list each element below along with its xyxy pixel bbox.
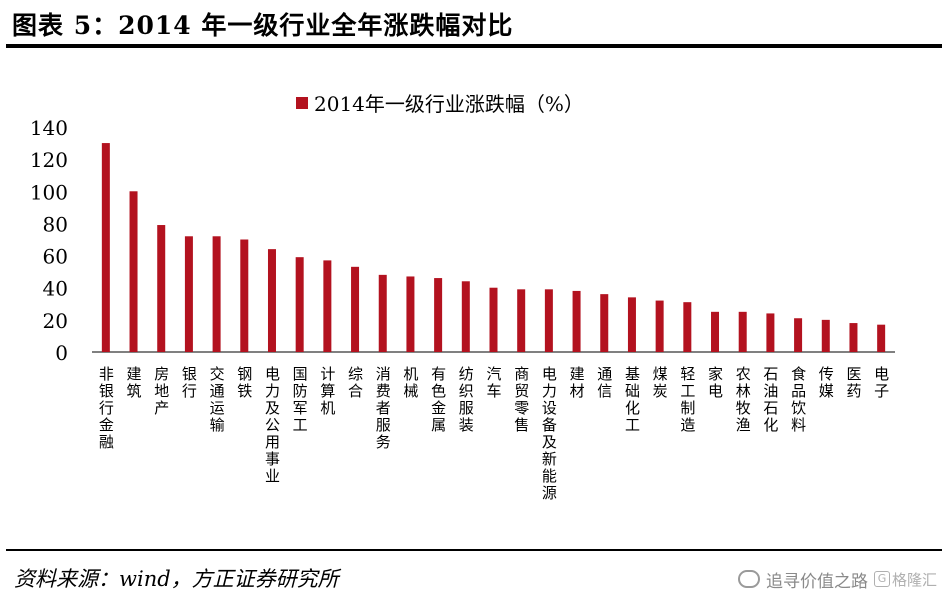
brand-name: 格隆汇 bbox=[892, 570, 938, 589]
y-tick-label: 20 bbox=[43, 309, 68, 333]
x-tick-label: 综合 bbox=[346, 366, 364, 400]
bottom-divider bbox=[6, 549, 942, 551]
bar bbox=[267, 249, 276, 352]
x-tick-label: 基础化工 bbox=[623, 366, 641, 434]
bar bbox=[655, 300, 664, 352]
y-tick-label: 100 bbox=[30, 180, 68, 204]
x-tick-label: 国防军工 bbox=[291, 366, 309, 434]
bar bbox=[323, 260, 332, 352]
bar bbox=[683, 302, 692, 352]
x-tick-label: 房地产 bbox=[152, 366, 170, 417]
watermark: 追寻价值之路 G 格隆汇 bbox=[738, 566, 937, 592]
x-tick-label: 建材 bbox=[568, 366, 586, 400]
wechat-icon bbox=[738, 570, 760, 588]
x-tick-label: 银行 bbox=[180, 366, 198, 400]
x-tick-label: 钢铁 bbox=[235, 366, 253, 400]
bar bbox=[212, 236, 221, 352]
x-tick-label: 纺织服装 bbox=[457, 366, 475, 434]
x-tick-label: 建筑 bbox=[125, 366, 143, 400]
bar bbox=[738, 311, 747, 352]
bar bbox=[461, 281, 470, 352]
bar bbox=[434, 278, 443, 352]
y-tick-label: 120 bbox=[30, 148, 68, 172]
x-tick-label: 汽车 bbox=[485, 366, 503, 400]
legend-swatch bbox=[296, 96, 308, 109]
bar bbox=[489, 287, 498, 352]
x-tick-label: 家电 bbox=[706, 366, 724, 400]
y-tick-label: 40 bbox=[43, 277, 68, 301]
bar bbox=[877, 324, 886, 352]
y-tick-label: 0 bbox=[55, 341, 68, 365]
bar-chart: 0 20 40 60 80 100 120 140 非银行金融 建筑 房地产 银行 交通运输 钢铁 电力及公… bbox=[30, 116, 895, 502]
y-tick-label: 140 bbox=[30, 116, 68, 140]
x-tick-label: 有色金属 bbox=[429, 366, 447, 434]
bar bbox=[794, 318, 803, 352]
x-tick-label: 轻工制造 bbox=[678, 366, 696, 434]
bar bbox=[544, 289, 553, 352]
bar bbox=[766, 313, 775, 352]
chart-legend: 2014年一级行业涨跌幅（%） bbox=[296, 88, 584, 117]
x-tick-label: 电力及公用事业 bbox=[263, 366, 281, 485]
figure-title: 图表 5：2014 年一级行业全年涨跌幅对比 bbox=[12, 11, 514, 40]
bar bbox=[711, 311, 720, 352]
bar bbox=[129, 191, 138, 352]
x-tick-label: 电子 bbox=[872, 366, 890, 400]
y-tick-label: 60 bbox=[43, 245, 68, 269]
bar bbox=[572, 290, 581, 352]
bar bbox=[517, 289, 526, 352]
bar bbox=[157, 225, 166, 352]
brand-g-icon: G bbox=[874, 571, 890, 587]
x-tick-label: 食品饮料 bbox=[789, 366, 807, 434]
source-note: 资料来源：wind，方正证券研究所 bbox=[14, 567, 339, 591]
bar bbox=[378, 274, 387, 352]
bar bbox=[600, 294, 609, 352]
bar bbox=[184, 236, 193, 352]
top-divider bbox=[6, 44, 942, 48]
bar bbox=[240, 239, 249, 352]
bar bbox=[406, 276, 415, 352]
x-tick-label: 电力设备及新能源 bbox=[540, 366, 558, 502]
legend-label: 2014年一级行业涨跌幅（%） bbox=[314, 92, 584, 116]
x-tick-label: 农林牧渔 bbox=[734, 366, 752, 434]
x-tick-label: 通信 bbox=[595, 366, 613, 400]
x-tick-label: 机械 bbox=[401, 366, 419, 400]
x-tick-label: 商贸零售 bbox=[512, 366, 530, 434]
x-tick-label: 消费者服务 bbox=[374, 366, 392, 451]
x-tick-label: 传媒 bbox=[817, 366, 835, 400]
bar bbox=[821, 319, 830, 352]
x-tick-label: 非银行金融 bbox=[97, 366, 115, 451]
x-tick-label: 石油石化 bbox=[761, 366, 779, 434]
watermark-text: 追寻价值之路 bbox=[766, 571, 868, 592]
brand-logo: G 格隆汇 bbox=[874, 569, 937, 590]
x-tick-label: 计算机 bbox=[318, 366, 336, 417]
bar bbox=[849, 323, 858, 352]
bar bbox=[101, 143, 110, 352]
bar bbox=[295, 257, 304, 352]
x-tick-label: 医药 bbox=[844, 366, 862, 400]
y-tick-label: 80 bbox=[43, 212, 68, 236]
x-tick-label: 煤炭 bbox=[651, 366, 669, 400]
bar bbox=[627, 297, 636, 352]
bar bbox=[351, 266, 360, 352]
x-tick-label: 交通运输 bbox=[208, 365, 226, 434]
